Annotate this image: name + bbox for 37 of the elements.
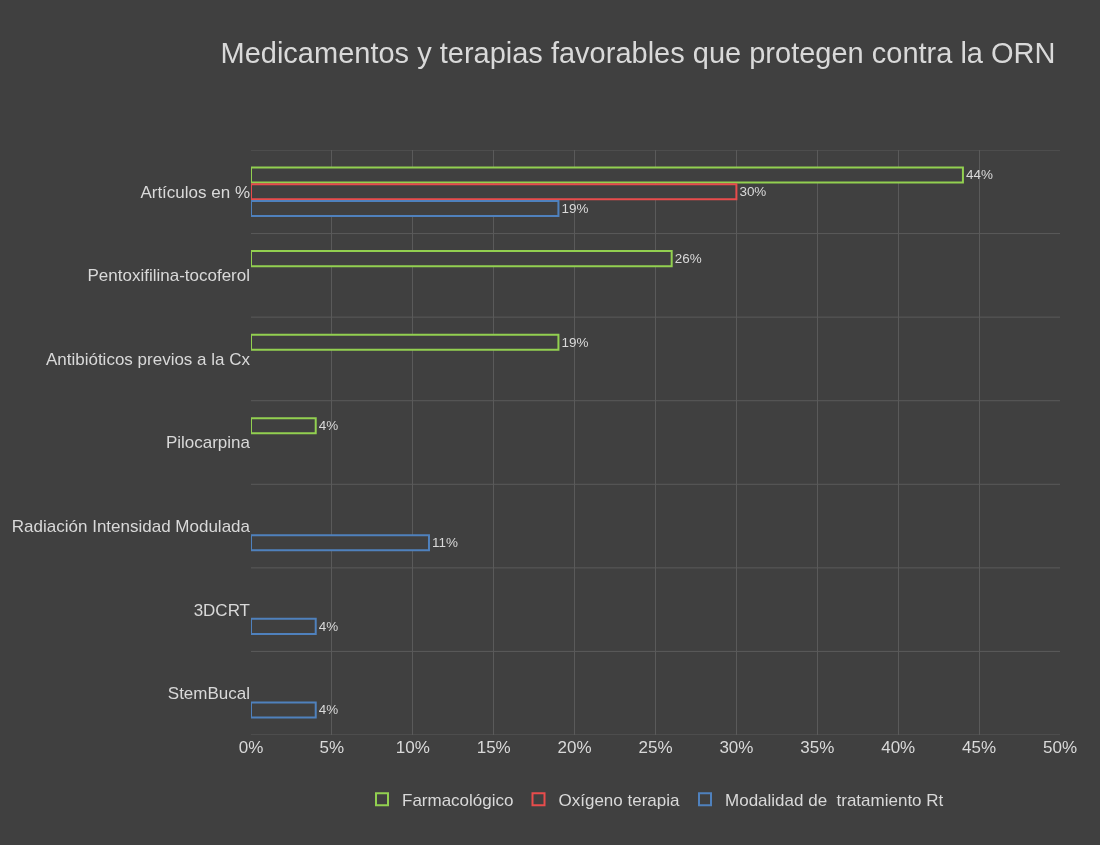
x-tick-label: 20% xyxy=(557,738,592,757)
y-tick-label: 3DCRT xyxy=(193,600,250,620)
data-label: 26% xyxy=(674,250,702,266)
data-label: 30% xyxy=(739,184,767,200)
legend-label: Farmacológico xyxy=(402,790,514,810)
legend-label: Oxígeno terapia xyxy=(558,790,681,810)
x-tick-label: 25% xyxy=(638,738,673,757)
data-label: 4% xyxy=(318,418,339,434)
bar xyxy=(251,617,317,635)
chart-title: Medicamentos y terapias favorables que protegen contra la ORN xyxy=(220,36,1056,69)
x-tick-label: 5% xyxy=(319,738,345,757)
x-tick-label: 30% xyxy=(719,738,754,757)
y-tick-label: Radiación Intensidad Modulada xyxy=(11,517,251,537)
x-tick-label: 10% xyxy=(395,738,430,757)
bar xyxy=(251,250,673,268)
data-label: 4% xyxy=(318,702,339,718)
data-label: 11% xyxy=(431,535,458,551)
y-tick-label: Pentoxifilina-tocoferol xyxy=(87,266,250,286)
data-label: 19% xyxy=(561,334,589,350)
bar xyxy=(251,417,317,435)
bar xyxy=(251,333,560,351)
legend-label: Modalidad de tratamiento Rt xyxy=(725,790,944,810)
x-tick-label: 50% xyxy=(1042,738,1078,757)
bar xyxy=(251,534,430,552)
data-label: 4% xyxy=(318,618,339,634)
x-tick-label: 35% xyxy=(800,738,835,757)
data-label: 44% xyxy=(965,167,993,183)
x-tick-label: 0% xyxy=(238,738,264,757)
x-tick-label: 40% xyxy=(881,738,916,757)
y-tick-label: Artículos en % xyxy=(140,182,250,202)
data-label: 19% xyxy=(561,200,589,216)
y-tick-label: Pilocarpina xyxy=(165,433,251,453)
y-tick-label: Antibióticos previos a la Cx xyxy=(45,349,251,369)
bar xyxy=(251,701,317,719)
x-tick-label: 15% xyxy=(476,738,511,757)
x-tick-label: 45% xyxy=(962,738,997,757)
y-tick-label: StemBucal xyxy=(167,684,250,704)
